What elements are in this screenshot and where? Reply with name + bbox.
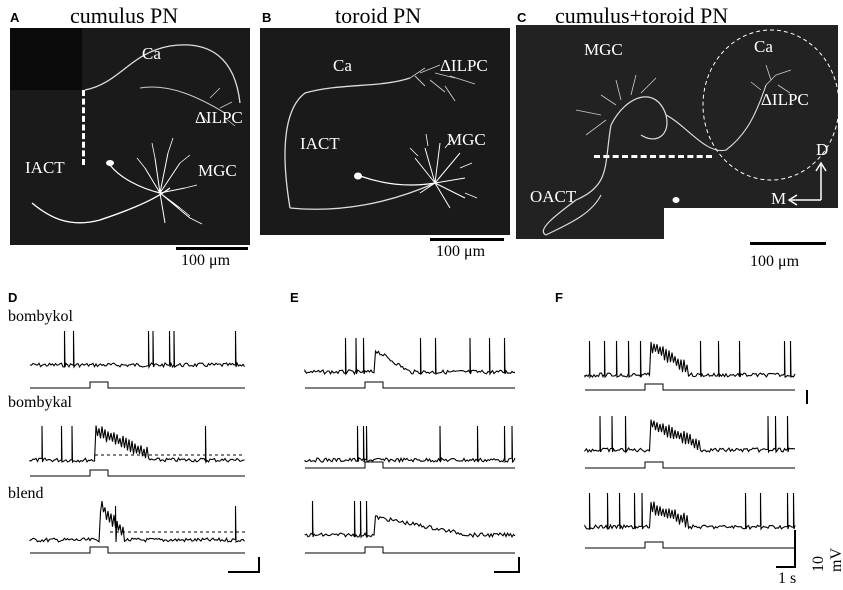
scalebar-label-c: 100 μm xyxy=(750,253,800,270)
scalebar-label-b: 100 μm xyxy=(436,243,486,260)
scalebar-corner-f xyxy=(776,530,796,568)
label-ca-a: Ca xyxy=(142,44,161,63)
stim-f-blend xyxy=(585,541,795,549)
trace-d-bombykol xyxy=(29,330,245,370)
scalebar-time-label: 1 s xyxy=(778,570,797,587)
scalebar-a xyxy=(176,247,248,250)
trace-e-bombykal xyxy=(304,425,516,464)
scalebar-corner-e xyxy=(494,557,520,573)
panel-title-c: cumulus+toroid PN xyxy=(555,3,729,28)
dashed-line-a xyxy=(82,90,85,165)
label-mgc-b: MGC xyxy=(447,130,486,149)
stimulus-label-blend: blend xyxy=(8,485,44,502)
stim-d-blend xyxy=(30,546,245,554)
scalebar-b xyxy=(430,238,504,241)
dashed-line-c xyxy=(594,155,712,158)
panel-letter-b: B xyxy=(262,10,272,25)
micrograph-c: MGC Ca ΔILPC OACT D M xyxy=(516,25,838,239)
neuron-b xyxy=(284,64,478,210)
trace-e-blend xyxy=(304,500,516,539)
label-oact-c: OACT xyxy=(530,187,577,206)
label-mgc-a: MGC xyxy=(198,161,237,180)
label-ilpc-a: ΔILPC xyxy=(195,108,243,127)
micrograph-b: Ca ΔILPC IACT MGC xyxy=(260,28,510,235)
label-iact-b: IACT xyxy=(300,134,340,153)
trace-e-bombykol xyxy=(304,337,516,376)
stim-f-bombykal xyxy=(585,461,795,469)
neuron-c xyxy=(542,29,838,236)
micrograph-c-cutout xyxy=(664,208,838,239)
stim-e-blend xyxy=(305,546,515,554)
label-ilpc-c: ΔILPC xyxy=(761,90,809,109)
panel-title-b: toroid PN xyxy=(335,3,422,28)
panel-letter-f: F xyxy=(555,290,563,305)
micrograph-a: Ca ΔILPC IACT MGC xyxy=(10,28,250,245)
stim-f-bombykol xyxy=(585,383,795,391)
trace-f-blend xyxy=(584,492,796,531)
scalebar-f-small xyxy=(806,390,808,404)
label-m-c: M xyxy=(771,189,787,208)
label-mgc-c: MGC xyxy=(584,40,623,59)
stimulus-label-bombykol: bombykol xyxy=(8,308,73,325)
scalebar-voltage-label: 10 mV xyxy=(810,548,843,572)
stim-d-bombykal xyxy=(30,469,245,477)
label-d-c: D xyxy=(816,140,829,159)
neuron-a xyxy=(10,28,241,225)
label-ilpc-b: ΔILPC xyxy=(440,56,488,75)
trace-d-blend xyxy=(29,501,245,543)
trace-f-bombykol xyxy=(584,340,796,379)
stim-e-bombykol xyxy=(305,381,515,389)
panel-letter-a: A xyxy=(10,10,20,25)
stimulus-label-bombykal: bombykal xyxy=(8,394,72,411)
scalebar-corner-d xyxy=(228,557,260,573)
panel-letter-d: D xyxy=(8,290,18,305)
label-ca-b: Ca xyxy=(333,56,352,75)
panel-letter-c: C xyxy=(517,10,527,25)
scalebar-c xyxy=(750,242,826,245)
panel-letter-e: E xyxy=(290,290,299,305)
trace-d-bombykal xyxy=(29,425,245,464)
scalebar-label-a: 100 μm xyxy=(181,252,231,269)
stim-e-bombykal xyxy=(305,461,515,469)
label-ca-c: Ca xyxy=(754,37,773,56)
trace-f-bombykal xyxy=(584,415,796,454)
stim-d-bombykol xyxy=(30,381,245,389)
panel-title-a: cumulus PN xyxy=(70,3,179,28)
orientation-arrows xyxy=(787,161,827,206)
label-iact-a: IACT xyxy=(25,158,65,177)
